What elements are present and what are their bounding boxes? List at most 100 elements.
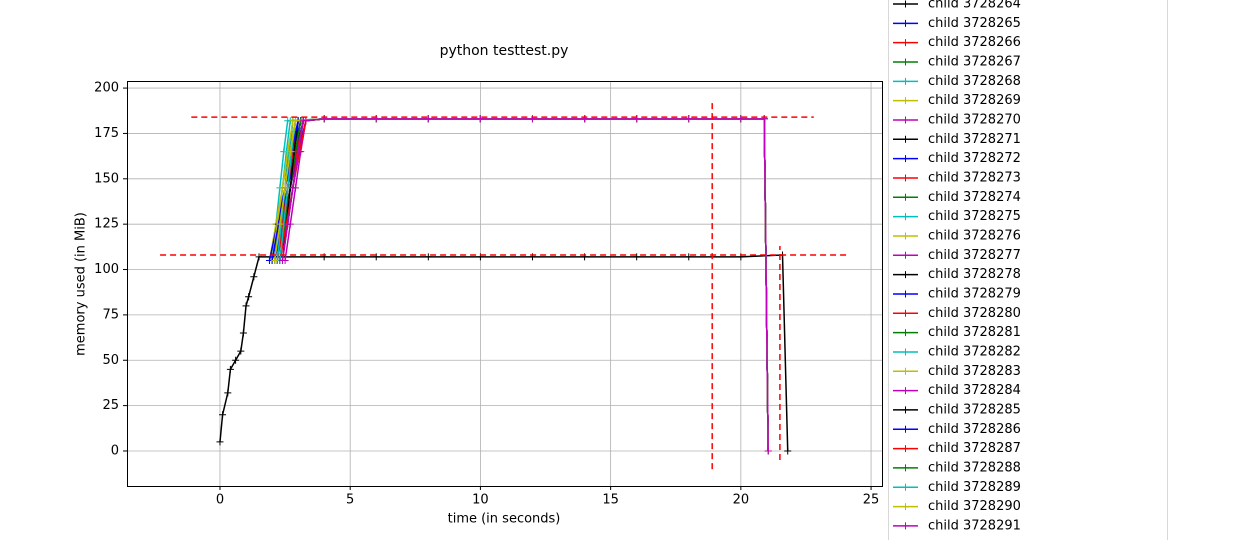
point-marker [685, 253, 693, 261]
legend-label: child 3728291 [928, 518, 1021, 533]
y-tick-label: 150 [94, 171, 119, 186]
y-tick-label: 75 [102, 307, 119, 322]
legend-label: child 3728267 [928, 54, 1021, 69]
point-marker [278, 256, 286, 264]
y-tick-label: 25 [102, 398, 119, 413]
legend-marker [902, 290, 909, 298]
y-tick-label: 50 [102, 353, 119, 368]
point-marker [239, 329, 247, 337]
legend-marker [902, 97, 909, 105]
point-marker [281, 184, 289, 192]
point-marker [289, 184, 297, 192]
point-marker [219, 411, 227, 419]
legend-label: child 3728264 [928, 0, 1021, 12]
legend-marker [902, 483, 909, 491]
x-tick-label: 5 [346, 493, 354, 508]
legend-label: child 3728287 [928, 441, 1021, 456]
legend-label: child 3728271 [928, 132, 1021, 147]
legend: child 3728264 child 3728265 child 3728266 c… [893, 0, 1021, 533]
legend-label: child 3728270 [928, 112, 1021, 127]
point-marker [284, 220, 292, 228]
legend-marker [902, 425, 909, 433]
grid [127, 81, 882, 486]
legend-marker [902, 213, 909, 221]
legend-label: child 3728283 [928, 364, 1021, 379]
x-tick-label: 10 [472, 493, 489, 508]
legend-label: child 3728269 [928, 93, 1021, 108]
point-marker [685, 115, 693, 123]
point-marker [764, 447, 772, 455]
legend-label: child 3728273 [928, 170, 1021, 185]
point-marker [242, 302, 250, 310]
point-marker [633, 253, 641, 261]
point-marker [216, 438, 224, 446]
legend-marker [902, 116, 909, 124]
legend-label: child 3728274 [928, 190, 1021, 205]
point-marker [784, 447, 792, 455]
x-tick-label: 25 [863, 493, 880, 508]
legend-marker [902, 271, 909, 279]
point-marker [237, 347, 245, 355]
y-tick-label: 125 [94, 217, 119, 232]
axes-frame [127, 81, 883, 487]
point-marker [286, 148, 294, 156]
point-marker [294, 148, 302, 156]
legend-marker [902, 464, 909, 472]
point-marker [276, 220, 284, 228]
legend-marker [902, 522, 909, 530]
legend-marker [902, 387, 909, 395]
point-marker [292, 117, 300, 125]
point-marker [250, 273, 258, 281]
point-marker [232, 356, 240, 364]
point-marker [372, 253, 380, 261]
legend-marker [902, 329, 909, 337]
legend-label: child 3728282 [928, 344, 1021, 359]
legend-label: child 3728284 [928, 383, 1021, 398]
legend-marker [902, 193, 909, 201]
point-marker [271, 256, 279, 264]
point-marker [299, 117, 307, 125]
legend-label: child 3728280 [928, 306, 1021, 321]
legend-marker [902, 445, 909, 453]
legend-label: child 3728275 [928, 209, 1021, 224]
x-tick-label: 20 [733, 493, 750, 508]
legend-marker [902, 135, 909, 143]
legend-marker [902, 39, 909, 47]
legend-marker [902, 174, 909, 182]
legend-label: child 3728279 [928, 286, 1021, 301]
y-tick-label: 175 [94, 126, 119, 141]
legend-marker [902, 309, 909, 317]
legend-label: child 3728276 [928, 228, 1021, 243]
legend-label: child 3728265 [928, 16, 1021, 31]
legend-label: child 3728290 [928, 499, 1021, 514]
legend-label: child 3728289 [928, 480, 1021, 495]
legend-marker [902, 77, 909, 85]
y-axis-label: memory used (in MiB) [74, 212, 89, 356]
point-marker [255, 253, 263, 261]
point-marker [424, 253, 432, 261]
x-tick-label: 15 [602, 493, 619, 508]
legend-label: child 3728288 [928, 460, 1021, 475]
y-tick-label: 0 [111, 443, 119, 458]
plot-area [160, 100, 848, 470]
point-marker [226, 365, 234, 373]
y-tick-label: 200 [94, 81, 119, 96]
legend-marker [902, 367, 909, 375]
series-line [281, 118, 769, 451]
legend-label: child 3728278 [928, 267, 1021, 282]
legend-label: child 3728268 [928, 74, 1021, 89]
legend-marker [902, 251, 909, 259]
point-marker [245, 293, 253, 301]
y-tick-label: 100 [94, 262, 119, 277]
legend-label: child 3728281 [928, 325, 1021, 340]
x-tick-label: 0 [216, 493, 224, 508]
legend-marker [902, 19, 909, 27]
point-marker [476, 115, 484, 123]
legend-marker [902, 0, 909, 8]
ticks: 0 5 10 15 20 25 0 25 50 75 100 125 150 175 200 [94, 81, 879, 508]
point-marker [737, 115, 745, 123]
legend-label: child 3728277 [928, 248, 1021, 263]
legend-label: child 3728272 [928, 151, 1021, 166]
